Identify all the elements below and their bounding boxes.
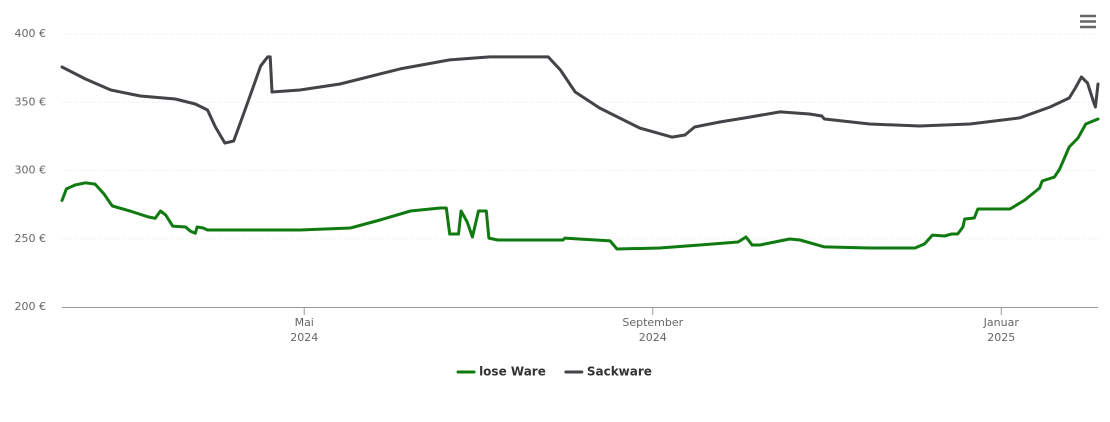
legend: lose Ware Sackware xyxy=(456,365,652,379)
x-tick-label: Januar 2025 xyxy=(983,316,1020,344)
x-tick-label-line: Januar xyxy=(983,316,1020,329)
x-tick-label-line: 2025 xyxy=(987,331,1015,344)
y-tick-label: 250 € xyxy=(15,232,47,245)
y-tick-label: 200 € xyxy=(15,300,47,313)
series-line xyxy=(60,55,1100,145)
x-tick-label: Mai 2024 xyxy=(290,316,318,344)
legend-item[interactable]: Sackware xyxy=(564,365,652,379)
series-line xyxy=(60,117,1100,251)
y-tick-label: 350 € xyxy=(15,95,47,108)
y-tick-label: 400 € xyxy=(15,27,47,40)
x-tick-label-line: 2024 xyxy=(639,331,667,344)
x-tick-label-line: September xyxy=(622,316,683,329)
legend-item[interactable]: lose Ware xyxy=(456,365,546,379)
menu-icon[interactable] xyxy=(1078,12,1098,32)
legend-label: lose Ware xyxy=(479,365,546,379)
x-tick-label: September 2024 xyxy=(622,316,683,344)
x-tick-label-line: 2024 xyxy=(290,331,318,344)
legend-label: Sackware xyxy=(587,365,652,379)
x-tick-label-line: Mai xyxy=(295,316,314,329)
y-tick-label: 300 € xyxy=(15,164,47,177)
